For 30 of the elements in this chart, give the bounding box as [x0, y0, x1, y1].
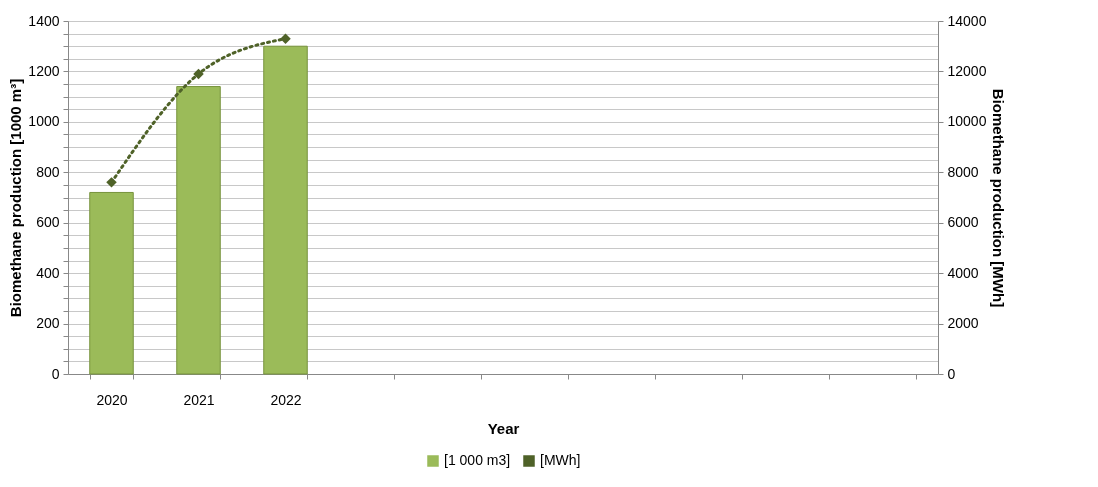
bar	[89, 191, 134, 375]
y2-tick-label: 10000	[947, 113, 987, 130]
x-tick-label: 2021	[183, 391, 215, 408]
y-tick-label: 1000	[28, 113, 60, 130]
y-tick-label: 600	[36, 214, 60, 231]
y-tick-label: 200	[36, 315, 60, 332]
x-tick-label: 2020	[96, 391, 128, 408]
bar	[263, 45, 308, 375]
y-tick-label: 1200	[28, 62, 60, 79]
y2-tick-label: 0	[947, 365, 956, 382]
y-axis-title: Biomethane production [1000 m³]	[7, 78, 25, 318]
y2-tick-label: 4000	[947, 264, 979, 281]
y-tick-label: 1400	[28, 12, 60, 29]
y-tick-label: 400	[36, 264, 60, 281]
y2-tick-label: 8000	[947, 163, 979, 180]
legend-label: [MWh]	[540, 452, 581, 468]
point	[106, 177, 117, 188]
x-tick-label: 2022	[270, 391, 302, 408]
y-tick-label: 800	[36, 163, 60, 180]
y2-tick-label: 14000	[947, 12, 987, 29]
y2-tick-label: 6000	[947, 214, 979, 231]
y2-tick-label: 12000	[947, 62, 987, 79]
y2-tick-label: 2000	[947, 315, 979, 332]
x-axis-title: Year	[487, 419, 520, 437]
point	[280, 33, 291, 44]
y2-axis-title: Biomethane production [MWh]	[990, 88, 1008, 308]
point	[193, 68, 204, 80]
legend-label: [1 000 m3]	[444, 452, 511, 468]
y-tick-label: 0	[51, 365, 60, 382]
bar	[176, 86, 221, 375]
